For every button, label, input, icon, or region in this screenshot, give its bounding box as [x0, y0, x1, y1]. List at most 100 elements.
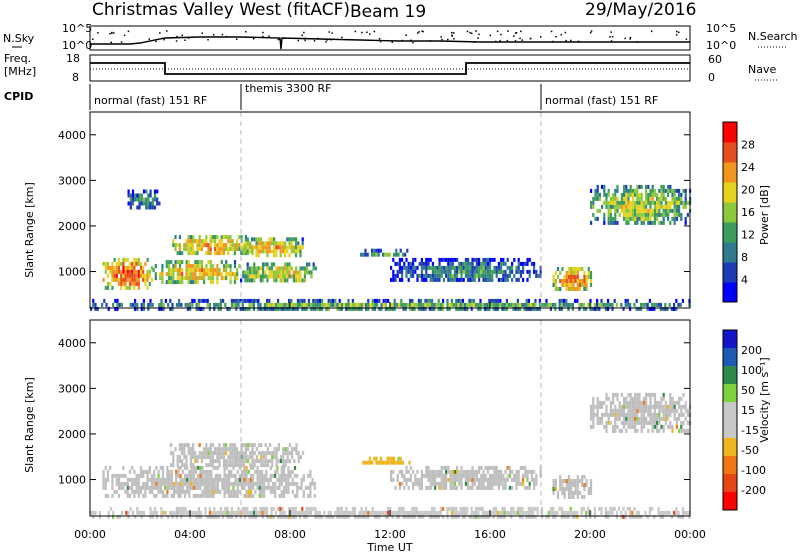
- heatmap-cell: [207, 455, 210, 460]
- heatmap-cell: [634, 216, 637, 221]
- heatmap-cell: [109, 465, 112, 470]
- heatmap-cell: [126, 485, 129, 490]
- heatmap-cell: [581, 479, 584, 483]
- heatmap-cell: [266, 249, 269, 254]
- heatmap-cell: [629, 200, 632, 205]
- heatmap-cell: [411, 306, 414, 311]
- heatmap-cell: [196, 251, 199, 256]
- heatmap-cell: [618, 404, 621, 409]
- heatmap-cell: [567, 302, 570, 307]
- heatmap-cell: [614, 196, 617, 201]
- heatmap-cell: [601, 404, 604, 409]
- heatmap-cell: [257, 510, 260, 515]
- search-tick-bottom: 10^0: [706, 39, 736, 52]
- heatmap-cell: [206, 514, 209, 519]
- heatmap-cell: [673, 302, 676, 307]
- frequency-panel: [89, 54, 691, 82]
- sky-noise-dot: [529, 37, 532, 40]
- heatmap-cell: [670, 306, 673, 311]
- heatmap-cell: [188, 477, 191, 482]
- heatmap-cell: [157, 477, 160, 482]
- heatmap-cell: [356, 306, 359, 311]
- heatmap-cell: [260, 443, 263, 448]
- heatmap-cell: [609, 196, 612, 201]
- heatmap-cell: [282, 469, 286, 474]
- heatmap-cell: [242, 451, 245, 456]
- heatmap-cell: [508, 485, 511, 490]
- heatmap-cell: [336, 510, 339, 515]
- heatmap-cell: [336, 302, 339, 307]
- heatmap-cell: [248, 249, 251, 254]
- heatmap-cell: [453, 277, 456, 282]
- sky-noise-dot: [207, 39, 209, 41]
- heatmap-cell: [172, 272, 175, 277]
- heatmap-cell: [446, 302, 449, 307]
- heatmap-cell: [267, 485, 270, 490]
- heatmap-cell: [486, 269, 489, 274]
- heatmap-cell: [281, 506, 284, 511]
- heatmap-cell: [464, 273, 467, 278]
- heatmap-cell: [667, 184, 670, 189]
- heatmap-cell: [675, 408, 678, 413]
- heatmap-cell: [681, 506, 684, 511]
- heatmap-cell: [312, 298, 315, 303]
- heatmap-cell: [409, 477, 412, 482]
- heatmap-cell: [614, 408, 617, 413]
- heatmap-cell: [671, 428, 674, 433]
- heatmap-cell: [636, 400, 639, 405]
- heatmap-cell: [304, 485, 308, 490]
- heatmap-cell: [623, 412, 626, 417]
- heatmap-cell: [574, 491, 577, 495]
- heatmap-cell: [658, 412, 661, 417]
- heatmap-cell: [399, 460, 402, 465]
- heatmap-cell: [281, 249, 284, 254]
- heatmap-cell: [199, 481, 202, 486]
- heatmap-cell: [270, 266, 273, 271]
- heatmap-cell: [249, 473, 253, 478]
- heatmap-cell: [472, 514, 475, 519]
- heatmap-cell: [450, 298, 453, 303]
- heatmap-cell: [104, 285, 107, 290]
- heatmap-cell: [258, 489, 261, 494]
- heatmap-cell: [427, 465, 430, 470]
- heatmap-cell: [190, 469, 193, 474]
- heatmap-cell: [669, 404, 672, 409]
- heatmap-cell: [656, 416, 659, 421]
- heatmap-cell: [299, 298, 302, 303]
- heatmap-cell: [362, 252, 365, 257]
- heatmap-cell: [208, 481, 211, 486]
- heatmap-cell: [629, 510, 632, 515]
- heatmap-cell: [297, 249, 300, 254]
- heatmap-cell: [211, 463, 214, 468]
- heatmap-cell: [634, 404, 637, 409]
- colorbar-tick-label: 4: [741, 274, 748, 287]
- heatmap-cell: [615, 510, 618, 515]
- heatmap-cell: [251, 451, 254, 456]
- heatmap-cell: [612, 428, 615, 433]
- heatmap-cell: [172, 489, 176, 494]
- heatmap-cell: [526, 269, 529, 274]
- heatmap-cell: [282, 447, 285, 452]
- heatmap-cell: [403, 485, 406, 490]
- heatmap-cell: [468, 302, 471, 307]
- heatmap-cell: [516, 302, 519, 307]
- heatmap-cell: [567, 271, 571, 275]
- heatmap-cell: [607, 412, 610, 417]
- heatmap-cell: [280, 477, 283, 482]
- heatmap-cell: [311, 477, 314, 482]
- heatmap-cell: [640, 216, 643, 221]
- sky-noise-dot: [120, 41, 123, 43]
- heatmap-cell: [140, 510, 143, 515]
- heatmap-cell: [222, 251, 225, 256]
- heatmap-cell: [530, 506, 533, 511]
- heatmap-cell: [398, 302, 401, 307]
- heatmap-cell: [528, 481, 531, 486]
- heatmap-cell: [258, 485, 261, 490]
- heatmap-cell: [266, 451, 269, 456]
- heatmap-cell: [178, 455, 181, 460]
- heatmap-cell: [678, 208, 681, 213]
- heatmap-cell: [583, 271, 586, 275]
- heatmap-cell: [462, 265, 465, 270]
- heatmap-cell: [497, 261, 500, 266]
- heatmap-cell: [310, 510, 313, 515]
